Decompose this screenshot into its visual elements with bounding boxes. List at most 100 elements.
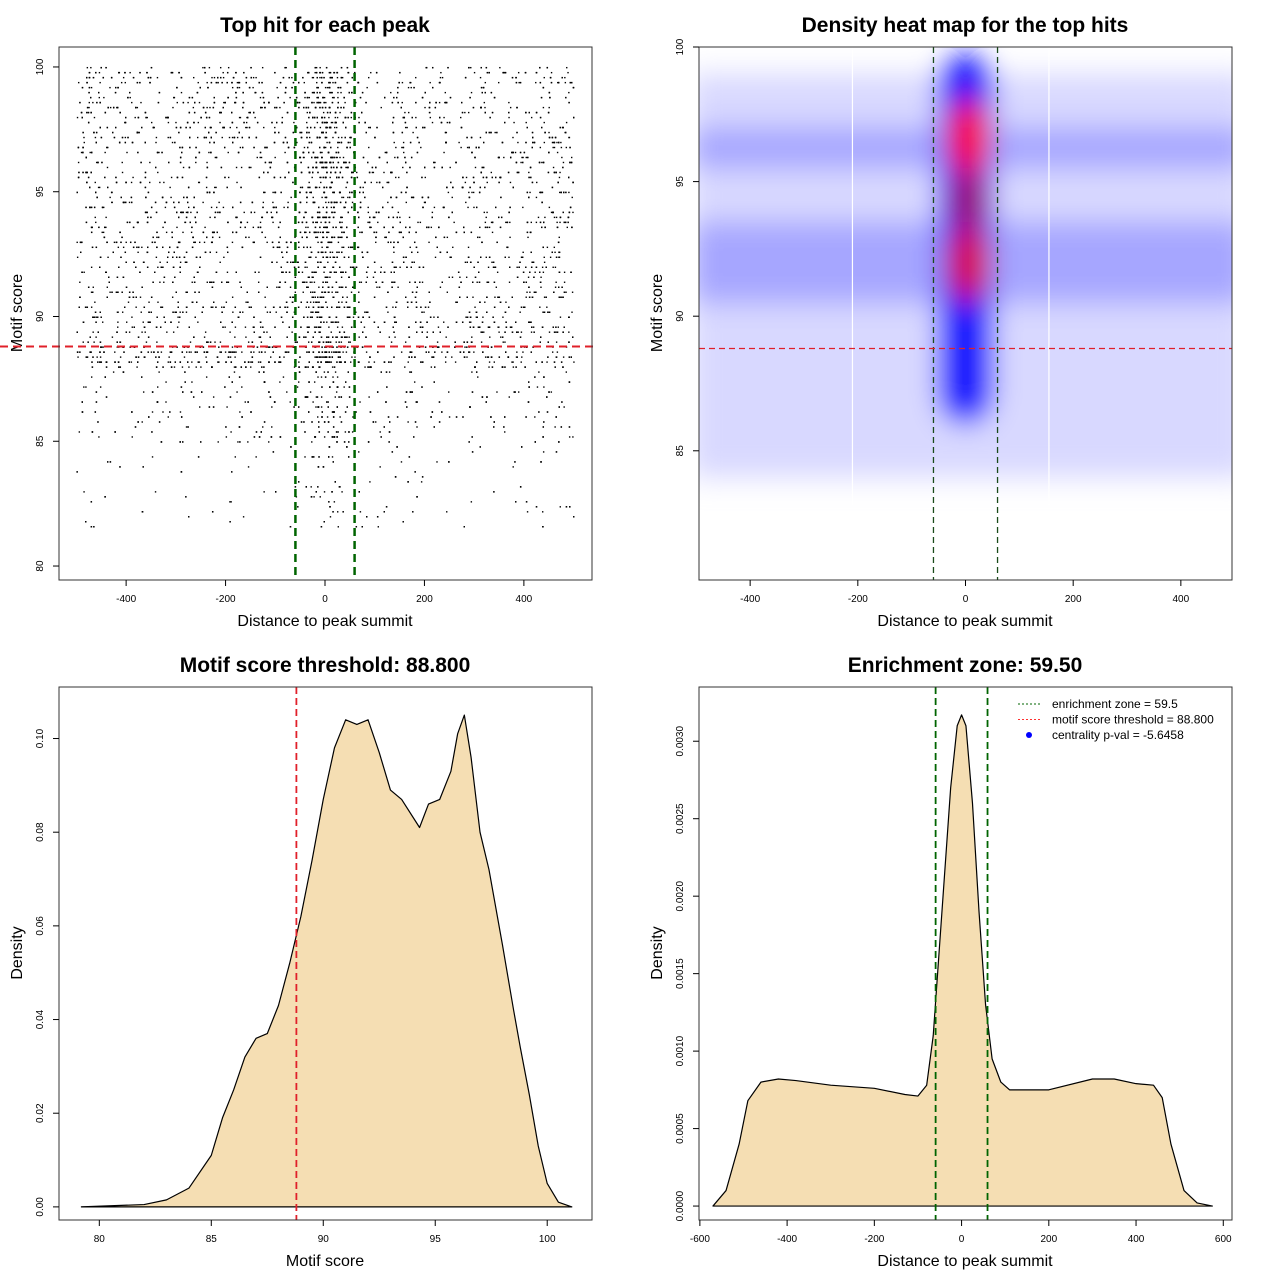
scatter-point — [552, 166, 555, 169]
scatter-point — [404, 126, 407, 129]
scatter-point — [471, 341, 473, 343]
scatter-point — [294, 291, 297, 293]
scatter-point — [339, 486, 341, 488]
scatter-point — [327, 431, 329, 433]
scatter-point — [543, 296, 546, 298]
scatter-point — [405, 191, 407, 194]
scatter-point — [568, 101, 570, 104]
scatter-point — [197, 81, 199, 84]
scatter-point — [189, 126, 191, 129]
scatter-point — [264, 306, 267, 308]
scatter-point — [403, 151, 405, 154]
scatter-point — [119, 341, 122, 343]
scatter-point — [329, 361, 331, 363]
scatter-point — [309, 281, 311, 283]
scatter-point — [341, 236, 343, 239]
scatter-point — [304, 456, 306, 458]
scatter-point — [121, 311, 124, 313]
scatter-point — [226, 406, 228, 408]
scatter-point — [94, 301, 96, 303]
scatter-point — [497, 156, 500, 159]
scatter-xlabel: Distance to peak summit — [237, 613, 413, 630]
scatter-point — [305, 306, 307, 308]
scatter-point — [552, 146, 554, 149]
scatter-point — [302, 76, 304, 79]
scatter-point — [334, 396, 336, 398]
scatter-point — [276, 86, 278, 89]
scatter-point — [508, 116, 510, 119]
scatter-point — [231, 241, 234, 244]
scatter-point — [468, 351, 471, 353]
scatter-point — [219, 66, 222, 69]
scatter-point — [512, 136, 514, 139]
scatter-point — [404, 111, 406, 114]
scatter-point — [433, 206, 436, 209]
scatter-point — [526, 291, 528, 293]
scatter-point — [93, 341, 95, 343]
scatter-point — [104, 151, 106, 154]
scatter-point — [311, 91, 314, 94]
scatter-point — [546, 361, 548, 363]
scatter-point — [416, 151, 419, 154]
scatter-point — [184, 221, 186, 224]
scatter-point — [368, 396, 370, 398]
scatter-point — [167, 121, 170, 124]
scatter-point — [305, 231, 307, 234]
scatter-point — [387, 311, 389, 313]
scatter-ylabel: Motif score — [9, 274, 26, 352]
scatter-point — [317, 241, 319, 244]
scatter-point — [222, 76, 225, 79]
scatter-point — [99, 311, 101, 313]
scatter-point — [128, 201, 131, 204]
scatter-point — [559, 171, 561, 174]
scatter-point — [311, 316, 313, 318]
scatter-point — [185, 496, 187, 498]
scatter-point — [491, 176, 494, 179]
scatter-point — [351, 356, 353, 358]
scatter-point — [508, 101, 510, 104]
scatter-point — [324, 376, 327, 378]
scatter-point — [268, 161, 271, 164]
scatter-point — [179, 261, 182, 263]
scatter-point — [409, 141, 412, 144]
scatter-point — [443, 151, 445, 154]
scatter-point — [339, 111, 341, 114]
scatter-point — [563, 271, 566, 273]
scatter-point — [340, 276, 343, 278]
scatter-point — [361, 91, 364, 94]
scatter-point — [557, 81, 559, 84]
scatter-point — [170, 176, 173, 179]
scatter-point — [505, 301, 507, 303]
scatter-point — [434, 106, 437, 109]
scatter-point — [293, 406, 295, 408]
scatter-point — [390, 91, 392, 94]
scatter-point — [412, 511, 414, 513]
scatter-point — [278, 286, 281, 288]
scatter-point — [162, 411, 164, 413]
scatter-point — [317, 156, 319, 159]
scatter-point — [332, 81, 334, 84]
scatter-point — [486, 181, 488, 184]
scatter-point — [274, 71, 276, 74]
scatter-point — [321, 411, 323, 413]
scatter-point — [508, 396, 510, 398]
scatter-point — [477, 326, 480, 328]
scatter-point — [554, 266, 557, 268]
scatter-point — [181, 151, 183, 154]
scatter-point — [536, 181, 538, 184]
scatter-point — [293, 121, 295, 124]
scatter-point — [504, 431, 506, 433]
scatter-point — [240, 166, 243, 169]
scatter-point — [204, 226, 206, 229]
scatter-point — [294, 341, 297, 343]
scatter-point — [335, 351, 338, 353]
scatter-point — [131, 436, 133, 438]
scatter-point — [409, 281, 411, 283]
scatter-point — [348, 341, 350, 343]
scatter-point — [433, 316, 435, 318]
scatter-point — [443, 321, 445, 323]
scatter-point — [482, 316, 484, 318]
scatter-point — [568, 426, 571, 428]
scatter-point — [337, 526, 339, 528]
scatter-point — [199, 406, 201, 408]
